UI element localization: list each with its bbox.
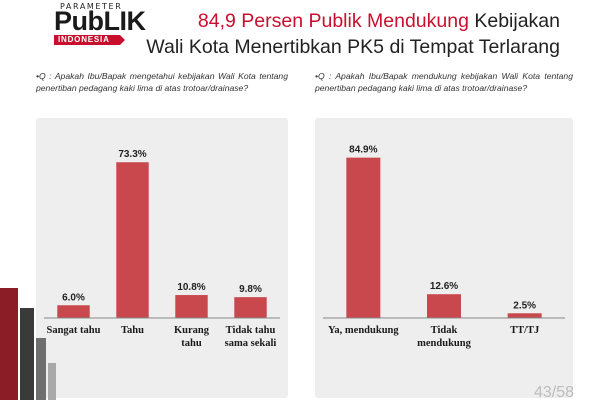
bar-1-1 [427,294,461,318]
title-rest: Kebijakan [468,10,560,32]
data-label-0-3: 9.8% [239,284,262,295]
question-awareness: •Q : Apakah Ibu/Bapak mengetahui kebijak… [36,71,288,93]
category-label-0-3-1: sama sekali [225,338,277,349]
data-label-0-2: 10.8% [177,282,205,293]
logo-wordmark: PubLIK [54,6,146,36]
category-label-1-1-0: Tidak [431,325,458,336]
bar-1-0 [346,157,381,318]
category-label-0-1-0: Tahu [121,325,144,336]
category-label-1-0-0: Ya, mendukung [328,325,399,336]
decorative-stripes [0,288,56,400]
chart-area-awareness: 6.0% Sangat tahu 73.3% Tahu 10.8% Kurang tahu 9… [36,118,288,398]
page-number: 43/58 [533,384,574,401]
data-label-1-0: 84.9% [349,145,377,156]
data-label-0-1: 73.3% [118,149,146,160]
chart-panel-awareness: •Q : Apakah Ibu/Bapak mengetahui kebijak… [36,70,288,398]
logo-tagline: PARAMETER [60,2,123,11]
bar-0-2 [175,295,208,318]
data-label-0-0: 6.0% [62,292,85,303]
category-label-1-2-0: TT/TJ [510,325,539,336]
bar-0-0 [57,305,90,318]
category-label-0-2-1: tahu [181,338,202,349]
bar-1-2 [507,313,542,318]
bar-0-1 [116,162,149,318]
category-label-0-2-0: Kurang [174,325,210,336]
bar-chart-awareness: 6.0% Sangat tahu 73.3% Tahu 10.8% Kurang tahu 9… [44,149,280,349]
question-support: •Q : Apakah Ibu/Bapak mendukung kebijaka… [315,71,573,93]
slide-title: 84,9 Persen Publik Mendukung Kebijakan W… [146,8,560,60]
parameter-publik-logo: PARAMETER PubLIK INDONESIA [52,2,146,45]
title-highlight: 84,9 Persen Publik Mendukung [197,10,469,32]
category-label-0-0-0: Sangat tahu [47,325,101,336]
bar-0-3 [234,297,267,318]
data-label-1-1: 12.6% [430,281,458,292]
category-label-0-3-0: Tidak tahu [226,325,276,336]
bar-chart-support: 84.9% Ya, mendukung 12.6% Tidak mendukung 2.5… [323,145,565,349]
logo-ribbon: INDONESIA [54,35,125,45]
data-label-1-2: 2.5% [513,300,536,311]
category-label-1-1-1: mendukung [417,338,471,349]
chart-area-support: 84.9% Ya, mendukung 12.6% Tidak mendukung 2.5… [315,118,573,398]
title-line2: Wali Kota Menertibkan PK5 di Tempat Terl… [146,36,560,58]
chart-panel-support: •Q : Apakah Ibu/Bapak mendukung kebijaka… [315,70,573,398]
